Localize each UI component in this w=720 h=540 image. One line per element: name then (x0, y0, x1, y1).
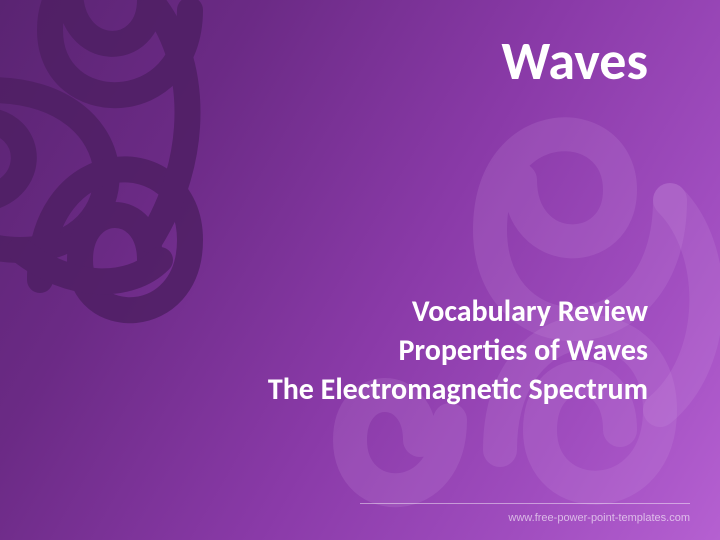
subtitle-line-3: The Electromagnetic Spectrum (268, 370, 648, 409)
footer-divider (360, 503, 690, 504)
slide-container: Waves Vocabulary Review Properties of Wa… (0, 0, 720, 540)
subtitle-line-2: Properties of Waves (268, 331, 648, 370)
slide-title: Waves (501, 28, 648, 94)
subtitle-line-1: Vocabulary Review (268, 292, 648, 331)
subtitle-block: Vocabulary Review Properties of Waves Th… (268, 292, 648, 409)
watermark-text: www.free-power-point-templates.com (508, 512, 690, 524)
